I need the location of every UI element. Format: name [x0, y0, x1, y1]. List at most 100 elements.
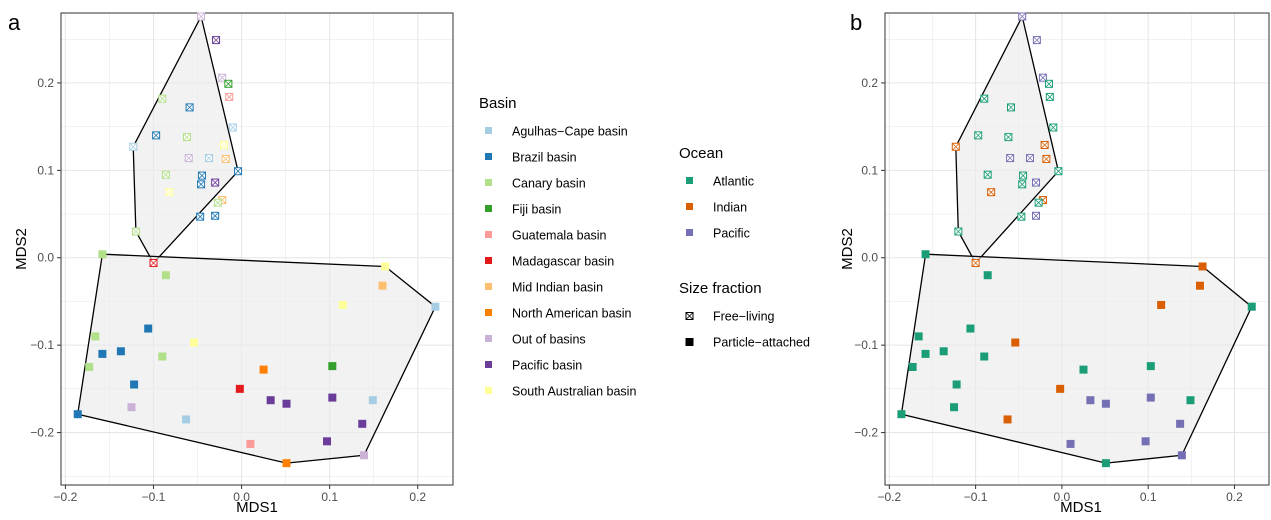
data-point	[971, 258, 980, 267]
legend-item-basin: Agulhas−Cape basin	[485, 125, 628, 139]
data-point	[213, 198, 222, 207]
data-point	[974, 131, 983, 140]
legend-item-basin: Brazil basin	[485, 151, 577, 165]
data-point	[358, 419, 367, 428]
data-point	[1146, 393, 1155, 402]
data-point	[1086, 396, 1095, 405]
data-point	[381, 262, 390, 271]
data-point	[98, 250, 107, 259]
data-point	[1186, 396, 1195, 405]
panel-a-x-axis-title: MDS1	[236, 499, 278, 516]
data-point	[204, 154, 213, 163]
data-point	[1032, 36, 1041, 45]
legend-label: Particle−attached	[713, 336, 810, 350]
data-point	[116, 347, 125, 356]
data-point	[951, 142, 960, 151]
data-point	[1195, 281, 1204, 290]
data-point	[1177, 451, 1186, 460]
legend-item-basin: Mid Indian basin	[485, 281, 603, 295]
data-point	[197, 12, 206, 21]
legend-swatch	[485, 257, 492, 264]
legend-item-ocean: Indian	[686, 201, 747, 215]
data-point	[1146, 362, 1155, 371]
legend-item-ocean: Pacific	[686, 227, 750, 241]
legend-item-size: Particle−attached	[685, 336, 810, 350]
data-point	[921, 250, 930, 259]
data-point	[129, 142, 138, 151]
data-point	[190, 338, 199, 347]
x-tick-label: 0.0	[233, 490, 250, 504]
y-tick-label: 0.0	[861, 251, 878, 265]
x-tick-label: −0.2	[877, 490, 901, 504]
data-point	[1004, 133, 1013, 142]
legend-swatch	[485, 231, 492, 238]
legend-swatch	[485, 361, 492, 368]
legend-label: Agulhas−Cape basin	[512, 125, 628, 139]
basin-legend: Basin Agulhas−Cape basin Brazil basin Cana…	[479, 95, 636, 399]
data-point	[360, 451, 369, 460]
data-point	[161, 170, 170, 179]
data-point	[182, 133, 191, 142]
data-point	[952, 380, 961, 389]
x-tick-label: −0.1	[142, 490, 166, 504]
x-tick-label: −0.1	[964, 490, 988, 504]
y-tick-label: −0.1	[854, 338, 878, 352]
data-point	[980, 352, 989, 361]
data-point	[149, 258, 158, 267]
data-point	[182, 415, 191, 424]
panel-a-y-axis-title: MDS2	[13, 228, 30, 270]
panel-b-x-ticks: −0.2 −0.1 0.0 0.1 0.2	[877, 485, 1243, 504]
data-point	[1018, 12, 1027, 21]
legend-swatch	[485, 205, 492, 212]
x-tick-label: −0.2	[54, 490, 78, 504]
legend-item-basin: North American basin	[485, 307, 632, 321]
panel-border	[884, 12, 1270, 486]
panel-b-y-axis-title: MDS2	[839, 228, 856, 270]
data-point	[431, 302, 440, 311]
panel-b-points	[897, 12, 1256, 468]
legend-label: Out of basins	[512, 333, 586, 347]
legend-item-basin: Madagascar basin	[485, 255, 614, 269]
legend-label: Madagascar basin	[512, 255, 614, 269]
data-point	[1079, 365, 1088, 374]
legend-item-ocean: Atlantic	[686, 175, 754, 189]
legend-swatch	[485, 387, 492, 394]
ocean-legend: Ocean Atlantic Indian Pacific	[679, 145, 754, 241]
data-point	[266, 396, 275, 405]
data-point	[73, 410, 82, 419]
legend-label: Pacific	[713, 227, 750, 241]
data-point	[158, 352, 167, 361]
data-point	[954, 227, 963, 236]
data-point	[1018, 180, 1027, 189]
data-point	[161, 271, 170, 280]
data-point	[966, 324, 975, 333]
data-point	[185, 103, 194, 112]
legend-label: Pacific basin	[512, 359, 582, 373]
data-point	[282, 399, 291, 408]
data-point	[144, 324, 153, 333]
data-point	[983, 170, 992, 179]
data-point	[1034, 198, 1043, 207]
x-tick-label: 0.0	[1054, 490, 1071, 504]
data-point	[1019, 171, 1028, 180]
data-point	[127, 403, 136, 412]
data-point	[1032, 211, 1041, 220]
panel-a-y-ticks: −0.2 −0.1 0.0 0.1 0.2	[30, 76, 61, 440]
size-fraction-legend: Size fraction Free−living Particle−attach…	[679, 280, 810, 350]
data-point	[228, 123, 237, 132]
legend-swatch	[485, 153, 492, 160]
panel-b: b −0.2 −0.1 0.0 0.1 0.2 −0.2 −0.1 0.0 0.1 0.2 MD…	[839, 10, 1270, 516]
size-legend-title: Size fraction	[679, 280, 762, 297]
data-point	[91, 332, 100, 341]
legend-swatch	[485, 283, 492, 290]
legend-label: Guatemala basin	[512, 229, 607, 243]
data-point	[983, 271, 992, 280]
data-point	[1025, 154, 1034, 163]
legend-swatch	[485, 309, 492, 316]
legend-item-basin: South Australian basin	[485, 385, 636, 399]
legend-item-basin: Canary basin	[485, 177, 586, 191]
legend-item-basin: Fiji basin	[485, 203, 561, 217]
data-point	[1044, 79, 1053, 88]
legend-label: North American basin	[512, 307, 632, 321]
